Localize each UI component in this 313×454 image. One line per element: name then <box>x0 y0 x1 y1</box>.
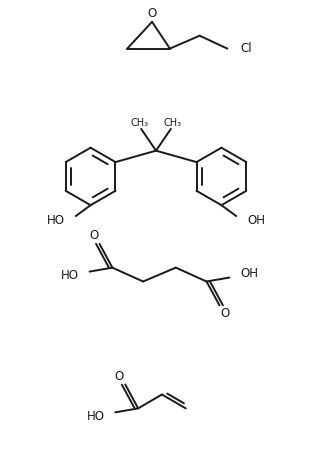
Text: CH₃: CH₃ <box>130 118 148 128</box>
Text: HO: HO <box>86 410 105 423</box>
Text: OH: OH <box>240 267 258 280</box>
Text: O: O <box>147 7 157 20</box>
Text: O: O <box>115 370 124 383</box>
Text: HO: HO <box>47 213 65 227</box>
Text: HO: HO <box>61 269 79 282</box>
Text: O: O <box>221 307 230 320</box>
Text: Cl: Cl <box>240 42 252 55</box>
Text: O: O <box>89 229 98 242</box>
Text: OH: OH <box>247 213 265 227</box>
Text: CH₃: CH₃ <box>164 118 182 128</box>
